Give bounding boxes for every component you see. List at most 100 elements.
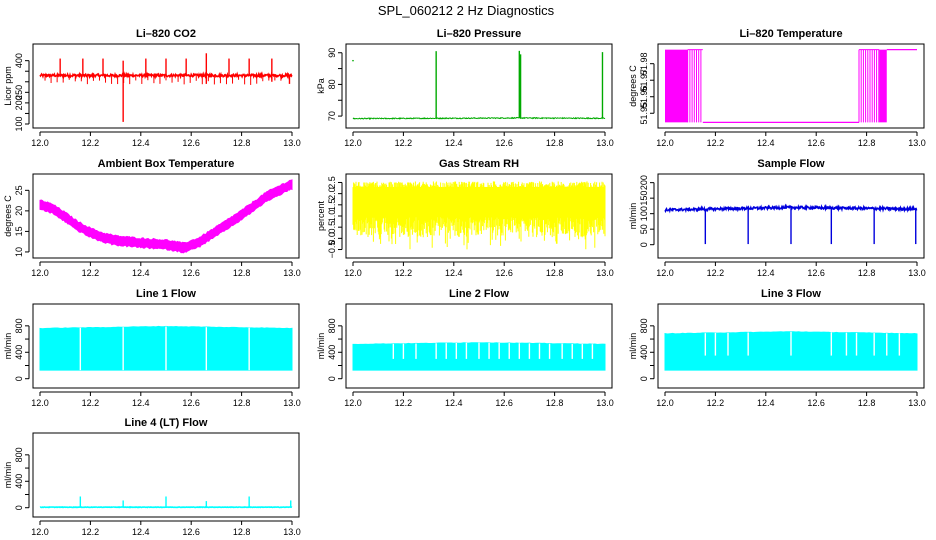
plot-area bbox=[352, 342, 606, 371]
y-axis-label: ml/min bbox=[3, 462, 13, 489]
plot-frame bbox=[32, 173, 300, 259]
x-tick-label: 12.6 bbox=[495, 138, 513, 148]
panel-title: Ambient Box Temperature bbox=[98, 158, 235, 170]
x-tick-label: 13.0 bbox=[283, 398, 301, 408]
panel-line-4-lt-flow: Line 4 (LT) Flow 12.0 12.2 12.4 12.6 12.8 13.0… bbox=[3, 417, 301, 537]
y-tick-label: 400 bbox=[14, 345, 24, 360]
plot-area bbox=[664, 331, 918, 371]
plot-frame bbox=[657, 303, 925, 389]
x-tick-label: 12.6 bbox=[495, 268, 513, 278]
x-tick-label: 13.0 bbox=[283, 527, 301, 537]
plot-area bbox=[664, 203, 918, 245]
panel-title: Line 1 Flow bbox=[136, 288, 196, 300]
y-tick-label: 800 bbox=[14, 447, 24, 462]
plot-area bbox=[39, 496, 293, 509]
plot-area bbox=[39, 179, 293, 254]
x-tick-label: 12.2 bbox=[707, 268, 725, 278]
y-axis-label: kPa bbox=[316, 78, 326, 94]
x-tick-label: 12.2 bbox=[395, 398, 413, 408]
x-tick-label: 13.0 bbox=[596, 138, 614, 148]
y-tick-label: 400 bbox=[14, 474, 24, 489]
x-tick-label: 12.8 bbox=[858, 268, 876, 278]
y-tick-label: 25 bbox=[14, 185, 24, 195]
x-tick-label: 12.0 bbox=[31, 527, 49, 537]
x-tick-label: 13.0 bbox=[596, 398, 614, 408]
x-tick-label: 12.0 bbox=[31, 398, 49, 408]
y-tick-label: 51.98 bbox=[639, 52, 649, 75]
y-tick-label: 51.95 bbox=[639, 102, 649, 125]
y-tick-label: 250 bbox=[14, 85, 24, 100]
panel-title: Line 3 Flow bbox=[761, 288, 821, 300]
y-tick-label: 50 bbox=[639, 224, 649, 234]
y-axis-label: percent bbox=[316, 200, 326, 231]
x-tick-label: 12.6 bbox=[807, 268, 825, 278]
x-tick-label: 12.6 bbox=[182, 398, 200, 408]
y-tick-label: 150 bbox=[639, 191, 649, 206]
panel-title: Li–820 Pressure bbox=[437, 28, 521, 40]
x-tick-label: 12.4 bbox=[445, 268, 463, 278]
y-tick-label: 15 bbox=[14, 226, 24, 236]
x-tick-label: 12.0 bbox=[344, 268, 362, 278]
series-band bbox=[39, 179, 293, 254]
toggle-block bbox=[879, 49, 887, 123]
x-tick-label: 12.6 bbox=[495, 398, 513, 408]
series-line bbox=[664, 203, 918, 214]
plot-area bbox=[665, 49, 917, 123]
x-tick-label: 12.8 bbox=[858, 398, 876, 408]
y-tick-label: 1.5 bbox=[327, 199, 337, 212]
x-tick-label: 12.4 bbox=[757, 138, 775, 148]
series-line bbox=[352, 116, 606, 120]
x-tick-label: 13.0 bbox=[596, 268, 614, 278]
x-tick-label: 12.8 bbox=[233, 398, 251, 408]
axes: 12.0 12.2 12.4 12.6 12.8 13.0 −0.50.00.51.01.5… bbox=[316, 173, 614, 278]
plot-area bbox=[39, 325, 293, 371]
panel-line-1-flow: Line 1 Flow 12.0 12.2 12.4 12.6 12.8 13.0 0 400 8… bbox=[3, 288, 301, 408]
x-tick-label: 13.0 bbox=[283, 268, 301, 278]
toggle-lines bbox=[687, 49, 702, 123]
plot-area bbox=[352, 181, 606, 250]
x-tick-label: 12.0 bbox=[344, 138, 362, 148]
data-point bbox=[352, 59, 354, 62]
panel-li820-co2: Li–820 CO2 12.0 12.2 12.4 12.6 12.8 13.0 100 200… bbox=[3, 28, 301, 148]
x-tick-label: 12.8 bbox=[233, 268, 251, 278]
y-tick-label: 20 bbox=[14, 206, 24, 216]
panel-line-2-flow: Line 2 Flow 12.0 12.2 12.4 12.6 12.8 13.0 0 400 8… bbox=[316, 288, 614, 408]
x-tick-label: 12.8 bbox=[233, 138, 251, 148]
x-tick-label: 12.0 bbox=[31, 268, 49, 278]
x-tick-label: 12.8 bbox=[858, 138, 876, 148]
x-tick-label: 12.4 bbox=[132, 398, 150, 408]
x-tick-label: 12.4 bbox=[445, 398, 463, 408]
x-tick-label: 12.8 bbox=[546, 138, 564, 148]
x-tick-label: 12.6 bbox=[807, 138, 825, 148]
plot-frame bbox=[657, 43, 925, 129]
plot-frame bbox=[32, 303, 300, 389]
y-tick-label: 400 bbox=[327, 345, 337, 360]
x-tick-label: 12.8 bbox=[546, 268, 564, 278]
panel-title: Gas Stream RH bbox=[439, 158, 519, 170]
x-tick-label: 12.2 bbox=[82, 398, 100, 408]
y-tick-label: 70 bbox=[327, 111, 337, 121]
y-axis-label: ml/min bbox=[628, 203, 638, 230]
y-axis-label: degrees C bbox=[3, 195, 13, 237]
y-tick-label: 0.0 bbox=[327, 232, 337, 245]
plot-frame bbox=[345, 303, 613, 389]
y-axis-label: ml/min bbox=[3, 333, 13, 360]
y-axis-label: degrees C bbox=[628, 65, 638, 107]
x-tick-label: 12.2 bbox=[82, 268, 100, 278]
y-tick-label: 800 bbox=[639, 318, 649, 333]
plot-frame bbox=[657, 173, 925, 259]
figure-title: SPL_060212 2 Hz Diagnostics bbox=[378, 3, 555, 18]
x-tick-label: 13.0 bbox=[908, 398, 926, 408]
toggle-lines bbox=[858, 49, 880, 123]
axes: 12.0 12.2 12.4 12.6 12.8 13.0 51.9551.9651.975… bbox=[628, 43, 926, 148]
y-axis-label: ml/min bbox=[628, 333, 638, 360]
y-tick-label: 0 bbox=[14, 376, 24, 381]
x-tick-label: 12.4 bbox=[132, 138, 150, 148]
x-tick-label: 12.2 bbox=[395, 138, 413, 148]
